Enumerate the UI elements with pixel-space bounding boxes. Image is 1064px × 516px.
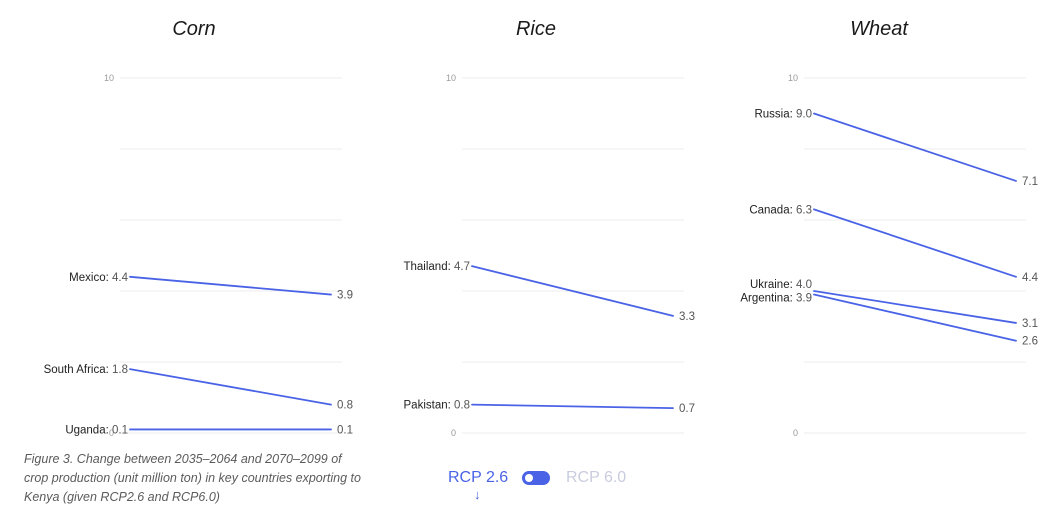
corn-ytick-10: 10: [104, 73, 114, 83]
rice-pakistan-country-name: Pakistan:: [404, 400, 455, 412]
corn-south-africa-end-value: 0.8: [337, 400, 353, 412]
wheat-russia-start-label: Russia: 9.0: [754, 109, 812, 121]
wheat-argentina-line: [813, 293, 1017, 342]
rice-pakistan-line: [471, 403, 674, 410]
corn-mexico-start-label: Mexico: 4.4: [69, 272, 128, 284]
corn-south-africa-country-name: South Africa:: [44, 364, 112, 376]
wheat-russia-line: [813, 112, 1017, 182]
corn-mexico-end-value: 3.9: [337, 290, 353, 302]
rice-pakistan-start-label: Pakistan: 0.8: [404, 400, 471, 412]
wheat-argentina-end-value: 2.6: [1022, 336, 1038, 348]
wheat-canada-start-value: 6.3: [796, 204, 812, 216]
corn-mexico-country-name: Mexico:: [69, 272, 112, 284]
rice-ytick-10: 10: [446, 73, 456, 83]
wheat-chart-title: Wheat: [850, 18, 908, 40]
corn-south-africa-start-value: 1.8: [112, 364, 128, 376]
wheat-ukraine-line: [813, 290, 1017, 324]
wheat-ytick-0: 0: [793, 428, 798, 438]
wheat-canada-end-value: 4.4: [1022, 272, 1039, 284]
toggle-knob: [525, 474, 533, 482]
corn-ytick-0: 0: [109, 428, 114, 438]
rice-pakistan-start-value: 0.8: [454, 400, 470, 412]
wheat-ukraine-country-name: Ukraine:: [750, 279, 796, 291]
wheat-canada-line: [813, 208, 1017, 278]
wheat-russia-start-value: 9.0: [796, 109, 812, 121]
corn-uganda-start-label: Uganda: 0.1: [65, 424, 128, 436]
corn-mexico-line: [129, 275, 332, 296]
wheat-ukraine-start-value: 4.0: [796, 279, 812, 291]
rice-thailand-line: [471, 265, 674, 317]
corn-chart-title: Corn: [172, 18, 216, 40]
wheat-argentina-start-label: Argentina: 3.9: [740, 293, 812, 305]
corn-mexico-start-value: 4.4: [112, 272, 129, 284]
wheat-russia-end-value: 7.1: [1022, 176, 1038, 188]
wheat-argentina-start-value: 3.9: [796, 293, 812, 305]
rice-chart-title: Rice: [515, 18, 556, 40]
rice-thailand-start-value: 4.7: [454, 261, 470, 273]
rice-ytick-0: 0: [451, 428, 456, 438]
wheat-ukraine-end-value: 3.1: [1022, 318, 1038, 330]
corn-uganda-start-value: 0.1: [112, 424, 128, 436]
wheat-argentina-country-name: Argentina:: [740, 293, 796, 305]
corn-uganda-end-value: 0.1: [337, 424, 353, 436]
toggle-switch[interactable]: [522, 471, 550, 485]
rcp26-option[interactable]: RCP 2.6: [448, 469, 509, 486]
rcp60-option[interactable]: RCP 6.0: [566, 469, 627, 486]
wheat-ytick-10: 10: [788, 73, 798, 83]
down-arrow-icon: ↓: [474, 487, 481, 502]
figure-caption: Figure 3. Change between 2035–2064 and 2…: [24, 452, 361, 504]
wheat-russia-country-name: Russia:: [754, 109, 796, 121]
rice-thailand-country-name: Thailand:: [403, 261, 454, 273]
wheat-canada-country-name: Canada:: [749, 204, 796, 216]
corn-uganda-country-name: Uganda:: [65, 424, 112, 436]
rice-thailand-end-value: 3.3: [679, 311, 695, 323]
corn-south-africa-start-label: South Africa: 1.8: [44, 364, 128, 376]
wheat-ukraine-start-label: Ukraine: 4.0: [750, 279, 812, 291]
wheat-canada-start-label: Canada: 6.3: [749, 204, 812, 216]
rice-thailand-start-label: Thailand: 4.7: [403, 261, 470, 273]
rice-pakistan-end-value: 0.7: [679, 403, 695, 415]
corn-south-africa-line: [129, 368, 332, 406]
